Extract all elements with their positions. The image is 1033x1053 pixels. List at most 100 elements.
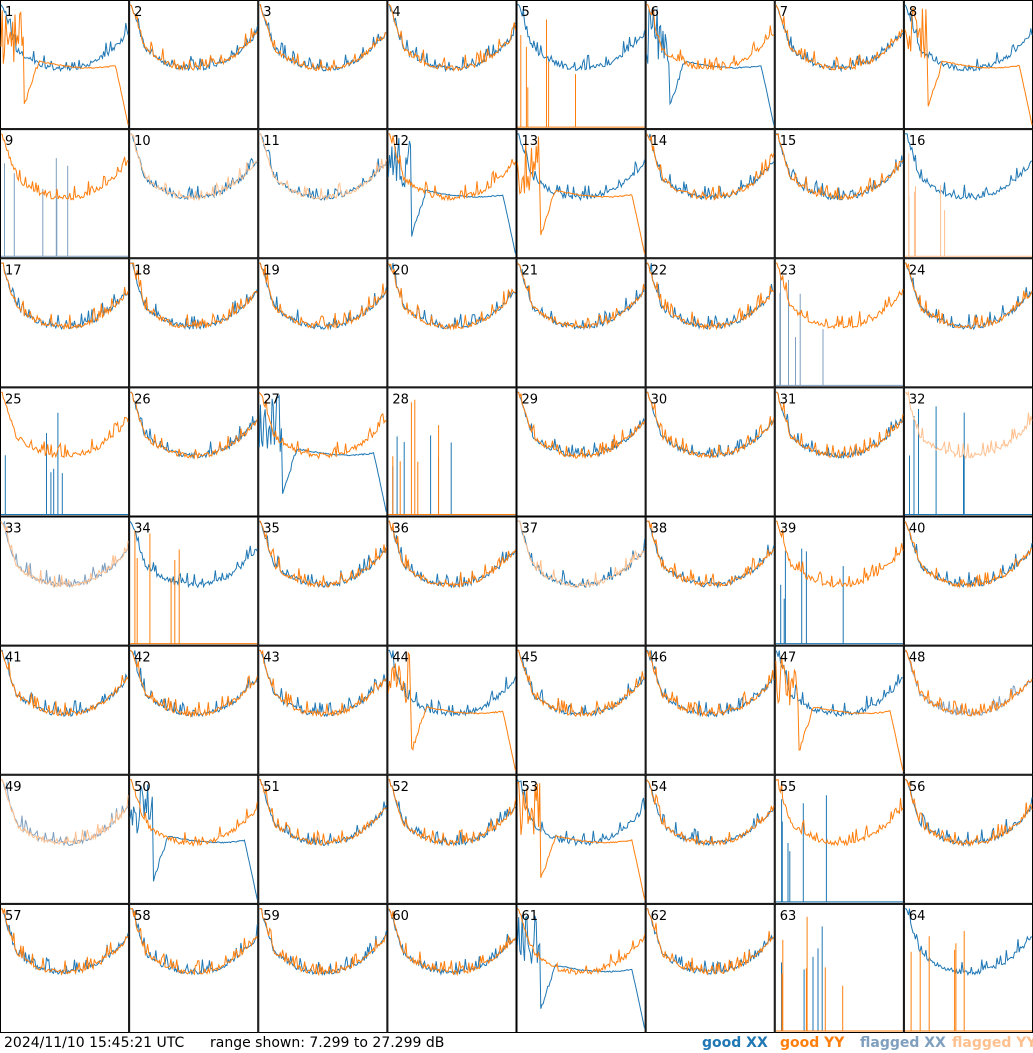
panel-21: 21 [517, 259, 645, 387]
panel-label: 49 [5, 780, 22, 795]
panel-17: 17 [1, 259, 129, 387]
panel-15: 15 [775, 130, 903, 258]
panel-label: 21 [522, 263, 539, 278]
panel-label: 44 [392, 651, 409, 666]
panel-63: 63 [775, 904, 903, 1032]
panel-label: 57 [5, 909, 22, 924]
panel-48: 48 [904, 646, 1032, 774]
panel-41: 41 [1, 646, 129, 774]
panel-label: 34 [134, 522, 151, 537]
panel-31: 31 [775, 388, 903, 516]
panel-label: 48 [909, 651, 926, 666]
panel-frame [1, 130, 129, 258]
panel-14: 14 [646, 130, 774, 258]
legend-flagged-xx: flagged XX [860, 1034, 946, 1052]
panel-59: 59 [259, 904, 387, 1032]
panel-12: 12 [388, 130, 516, 258]
panel-29: 29 [517, 388, 645, 516]
panel-label: 50 [134, 780, 151, 795]
panel-frame [775, 1, 903, 129]
panel-46: 46 [646, 646, 774, 774]
panel-label: 60 [392, 909, 409, 924]
panel-54: 54 [646, 775, 774, 903]
panel-label: 4 [392, 5, 400, 20]
panel-label: 53 [522, 780, 539, 795]
panel-19: 19 [259, 259, 387, 387]
panel-label: 40 [909, 522, 926, 537]
panel-label: 39 [780, 522, 797, 537]
panel-5: 5 [517, 1, 645, 129]
panel-44: 44 [388, 646, 516, 774]
panel-label: 16 [909, 134, 926, 149]
panel-38: 38 [646, 517, 774, 645]
panel-label: 19 [263, 263, 280, 278]
panel-36: 36 [388, 517, 516, 645]
panel-label: 56 [909, 780, 926, 795]
panel-label: 59 [263, 909, 280, 924]
panel-25: 25 [1, 388, 129, 516]
panel-2: 2 [130, 1, 258, 129]
panel-23: 23 [775, 259, 903, 387]
panel-52: 52 [388, 775, 516, 903]
panel-28: 28 [388, 388, 516, 516]
panel-label: 61 [522, 909, 539, 924]
panel-frame [388, 1, 516, 129]
panel-3: 3 [259, 1, 387, 129]
panel-label: 36 [392, 522, 409, 537]
panel-16: 16 [904, 130, 1032, 258]
panel-label: 52 [392, 780, 409, 795]
panel-frame [259, 1, 387, 129]
panel-label: 45 [522, 651, 539, 666]
panel-10: 10 [130, 130, 258, 258]
panel-label: 38 [651, 522, 668, 537]
panel-42: 42 [130, 646, 258, 774]
panel-label: 13 [522, 134, 539, 149]
panel-label: 51 [263, 780, 280, 795]
panel-label: 62 [651, 909, 668, 924]
panel-50: 50 [130, 775, 258, 903]
panel-34: 34 [130, 517, 258, 645]
panel-label: 43 [263, 651, 280, 666]
panel-label: 24 [909, 263, 926, 278]
panel-35: 35 [259, 517, 387, 645]
panel-label: 15 [780, 134, 797, 149]
panel-label: 14 [651, 134, 668, 149]
panel-label: 26 [134, 392, 151, 407]
panel-4: 4 [388, 1, 516, 129]
panel-57: 57 [1, 904, 129, 1032]
legend-good-xx: good XX [702, 1034, 768, 1052]
panel-label: 35 [263, 522, 280, 537]
panel-60: 60 [388, 904, 516, 1032]
panel-55: 55 [775, 775, 903, 903]
panel-label: 47 [780, 651, 797, 666]
panel-9: 9 [1, 130, 129, 258]
panel-label: 33 [5, 522, 22, 537]
panel-label: 42 [134, 651, 151, 666]
panel-20: 20 [388, 259, 516, 387]
panel-40: 40 [904, 517, 1032, 645]
panel-label: 25 [5, 392, 22, 407]
panel-label: 31 [780, 392, 797, 407]
panel-label: 28 [392, 392, 409, 407]
panel-13: 13 [517, 130, 645, 258]
panel-11: 11 [259, 130, 387, 258]
panel-label: 58 [134, 909, 151, 924]
panel-label: 63 [780, 909, 797, 924]
panel-47: 47 [775, 646, 903, 774]
panel-24: 24 [904, 259, 1032, 387]
panel-49: 49 [1, 775, 129, 903]
panel-label: 29 [522, 392, 539, 407]
panel-label: 8 [909, 5, 917, 20]
panel-58: 58 [130, 904, 258, 1032]
panel-label: 12 [392, 134, 409, 149]
panel-7: 7 [775, 1, 903, 129]
panel-33: 33 [1, 517, 129, 645]
panel-label: 1 [5, 5, 13, 20]
panel-label: 5 [522, 5, 530, 20]
panel-8: 8 [904, 1, 1032, 129]
panel-61: 61 [517, 904, 645, 1032]
panel-label: 54 [651, 780, 668, 795]
panel-frame [517, 1, 645, 129]
panel-45: 45 [517, 646, 645, 774]
panel-label: 3 [263, 5, 271, 20]
